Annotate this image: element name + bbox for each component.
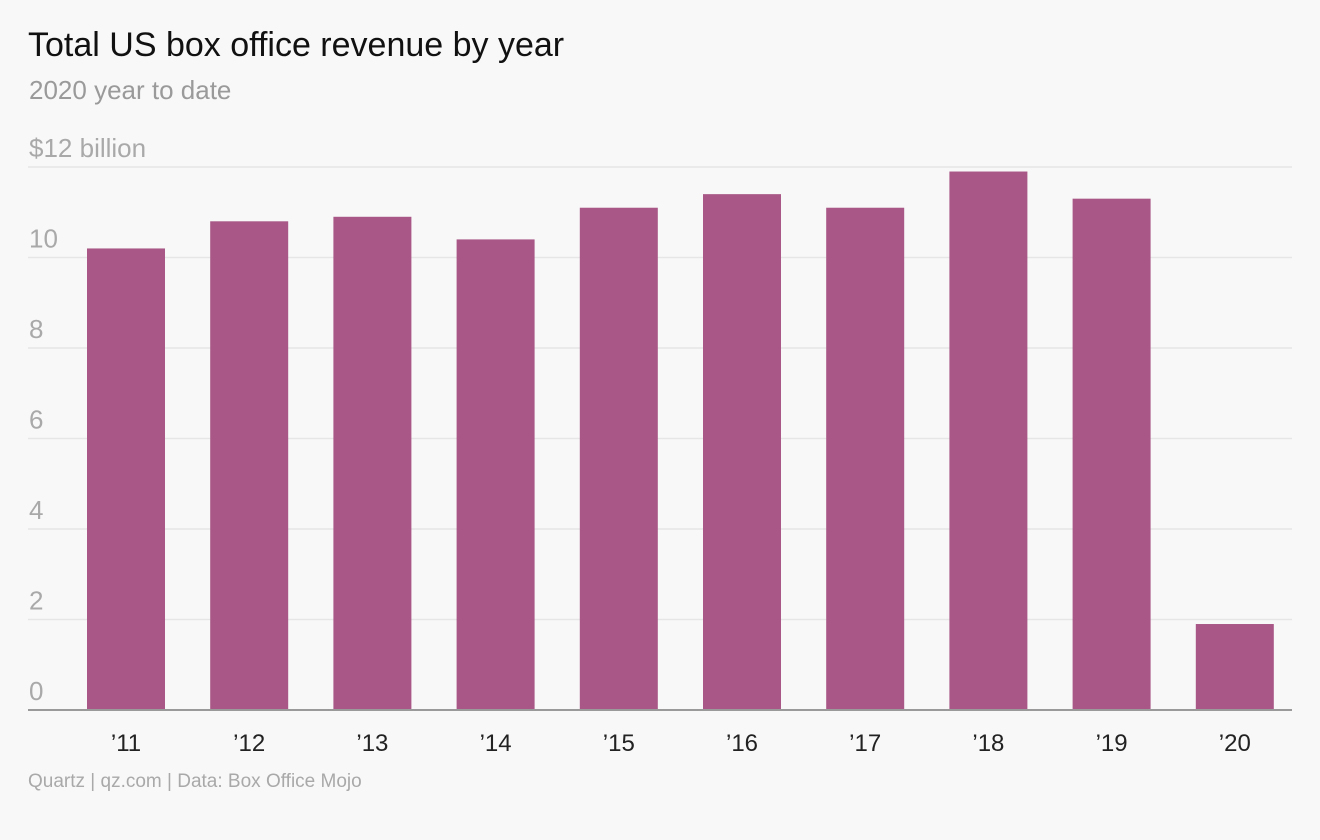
bar bbox=[703, 194, 781, 710]
bar bbox=[1072, 198, 1151, 711]
x-tick-label: ’12 bbox=[233, 730, 265, 757]
y-tick-label: 10 bbox=[29, 224, 58, 254]
bar bbox=[210, 221, 289, 711]
bar bbox=[456, 239, 535, 710]
bar bbox=[579, 207, 658, 710]
x-tick-label: ’11 bbox=[111, 730, 141, 757]
bars bbox=[87, 171, 1274, 711]
x-tick-label: ’19 bbox=[1096, 730, 1128, 757]
y-tick-label: 8 bbox=[29, 314, 43, 344]
bar bbox=[333, 216, 412, 710]
chart-subtitle: 2020 year to date bbox=[29, 75, 232, 105]
y-tick-label: $12 billion bbox=[29, 133, 146, 163]
x-axis-ticks: ’11 ’12 ’13 ’14 ’15 ’16 ’17 ’18 ’19 ’20 bbox=[111, 730, 1251, 757]
x-tick-label: ’13 bbox=[356, 730, 388, 757]
x-tick-label: ’16 bbox=[726, 730, 758, 757]
y-axis-ticks: 0 2 4 6 8 10 $12 billion bbox=[29, 133, 146, 706]
x-tick-label: ’20 bbox=[1219, 730, 1251, 757]
chart-title: Total US box office revenue by year bbox=[28, 26, 565, 64]
x-tick-label: ’15 bbox=[603, 730, 635, 757]
x-tick-label: ’14 bbox=[480, 730, 512, 757]
x-tick-label: ’17 bbox=[849, 730, 881, 757]
bar bbox=[949, 171, 1028, 710]
source-credit: Quartz | qz.com | Data: Box Office Mojo bbox=[28, 771, 362, 792]
y-tick-label: 6 bbox=[29, 405, 43, 435]
y-tick-label: 0 bbox=[29, 676, 43, 706]
bar bbox=[1195, 624, 1274, 710]
y-tick-label: 4 bbox=[29, 495, 43, 525]
bar bbox=[826, 207, 905, 710]
bar bbox=[87, 248, 165, 710]
x-tick-label: ’18 bbox=[972, 730, 1004, 757]
y-tick-label: 2 bbox=[29, 586, 43, 616]
